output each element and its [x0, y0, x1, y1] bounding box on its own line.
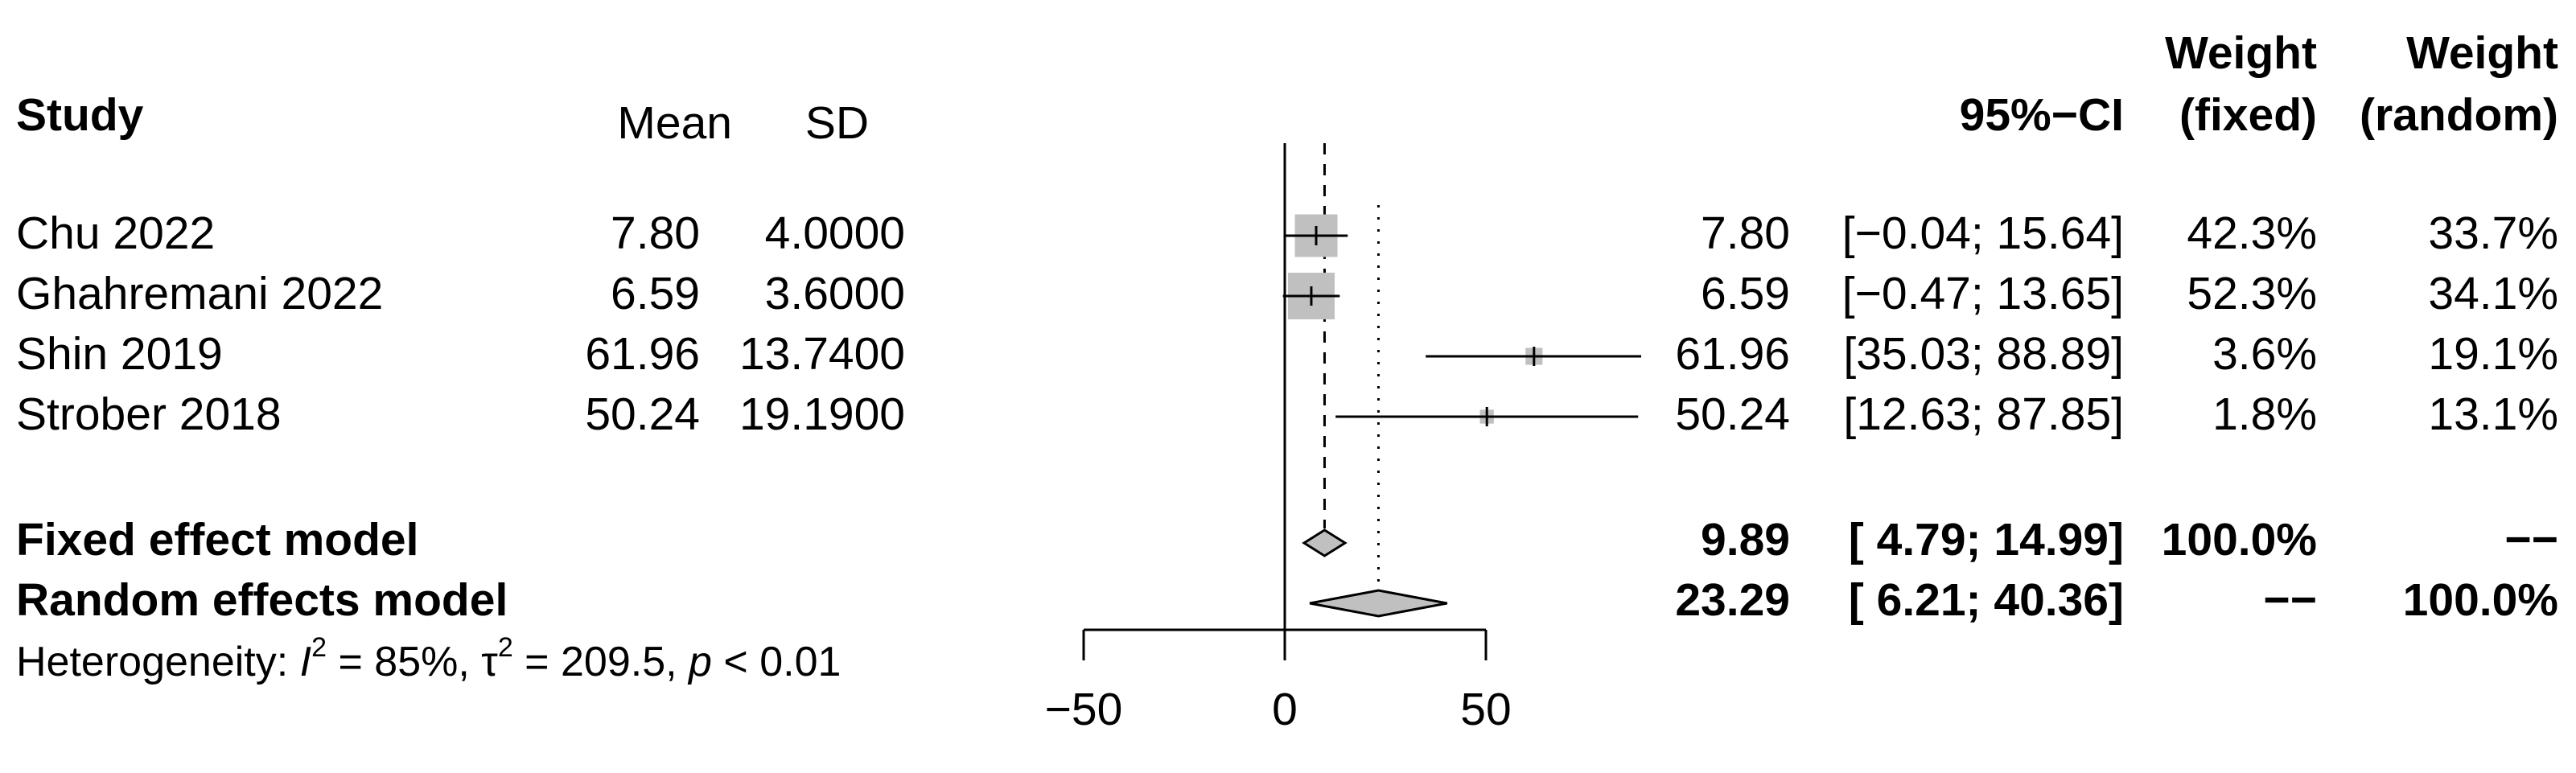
- x-tick-label: 0: [1272, 684, 1298, 735]
- tau-squared-symbol: τ: [481, 639, 498, 685]
- study-weight-fixed: 52.3%: [2187, 268, 2317, 319]
- header-ci: 95%−CI: [1959, 89, 2124, 141]
- tau-squared-exponent: 2: [497, 632, 513, 663]
- summary-weight-random: −−: [2504, 514, 2558, 565]
- header-study: Study: [16, 89, 144, 141]
- random-effects-row: Random effects model 23.29 [ 6.21; 40.36…: [0, 578, 2576, 634]
- study-mean: 7.80: [611, 208, 700, 259]
- study-row: Shin 2019 61.96 13.7400 61.96 [35.03; 88…: [0, 331, 2576, 388]
- summary-est: 9.89: [1701, 514, 1790, 565]
- heterogeneity-statistics: Heterogeneity: I2 = 85%, τ2 = 209.5, p <…: [16, 634, 842, 685]
- header-weight-random: Weight: [2406, 27, 2558, 79]
- summary-ci: [ 6.21; 40.36]: [1848, 574, 2124, 626]
- study-est: 61.96: [1675, 328, 1790, 380]
- study-name: Shin 2019: [16, 328, 223, 380]
- study-ci: [12.63; 87.85]: [1843, 389, 2124, 440]
- study-name: Strober 2018: [16, 389, 282, 440]
- study-ci: [−0.47; 13.65]: [1841, 268, 2124, 319]
- summary-weight-fixed: 100.0%: [2161, 514, 2317, 565]
- fixed-effect-row: Fixed effect model 9.89 [ 4.79; 14.99] 1…: [0, 517, 2576, 574]
- heterogeneity-prefix: Heterogeneity:: [16, 639, 300, 685]
- study-weight-random: 19.1%: [2428, 328, 2558, 380]
- study-ci: [35.03; 88.89]: [1843, 328, 2124, 380]
- study-sd: 3.6000: [764, 268, 905, 319]
- study-sd: 13.7400: [739, 328, 905, 380]
- i-squared-exponent: 2: [311, 632, 327, 663]
- study-weight-random: 34.1%: [2428, 268, 2558, 319]
- header-weight-fixed: Weight: [2165, 27, 2317, 79]
- study-est: 7.80: [1701, 208, 1790, 259]
- i-squared-value: = 85%,: [327, 639, 482, 685]
- x-tick-label: 50: [1460, 684, 1511, 735]
- summary-est: 23.29: [1675, 574, 1790, 626]
- forest-plot-marks: −50 0 50: [1045, 143, 1641, 735]
- study-weight-random: 33.7%: [2428, 208, 2558, 259]
- summary-weight-fixed: −−: [2263, 574, 2317, 626]
- study-name: Chu 2022: [16, 208, 216, 259]
- study-est: 6.59: [1701, 268, 1790, 319]
- fixed-effect-diamond: [1302, 528, 1348, 557]
- summary-name: Fixed effect model: [16, 514, 419, 565]
- header-weight-fixed-sub: (fixed): [2179, 89, 2317, 141]
- header-mean: Mean: [617, 97, 732, 149]
- i-squared-symbol: I: [299, 639, 312, 685]
- study-mean: 50.24: [585, 389, 700, 440]
- study-est: 50.24: [1675, 389, 1790, 440]
- p-value: < 0.01: [711, 639, 842, 685]
- header-sd: SD: [804, 97, 869, 149]
- study-mean: 61.96: [585, 328, 700, 380]
- p-value-symbol: p: [689, 639, 712, 685]
- tau-squared-value: = 209.5,: [512, 639, 689, 685]
- study-ci: [−0.04; 15.64]: [1841, 208, 2124, 259]
- summary-ci: [ 4.79; 14.99]: [1848, 514, 2124, 565]
- x-tick-label: −50: [1045, 684, 1123, 735]
- study-weight-fixed: 42.3%: [2187, 208, 2317, 259]
- study-row: Ghahremani 2022 6.59 3.6000 6.59 [−0.47;…: [0, 271, 2576, 327]
- summary-weight-random: 100.0%: [2402, 574, 2558, 626]
- study-row: Chu 2022 7.80 4.0000 7.80 [−0.04; 15.64]…: [0, 211, 2576, 267]
- study-weight-fixed: 1.8%: [2212, 389, 2317, 440]
- study-sd: 19.1900: [739, 389, 905, 440]
- study-weight-random: 13.1%: [2428, 389, 2558, 440]
- header-weight-random-sub: (random): [2360, 89, 2558, 141]
- study-sd: 4.0000: [764, 208, 905, 259]
- study-mean: 6.59: [611, 268, 700, 319]
- study-name: Ghahremani 2022: [16, 268, 384, 319]
- study-row: Strober 2018 50.24 19.1900 50.24 [12.63;…: [0, 392, 2576, 448]
- study-weight-fixed: 3.6%: [2212, 328, 2317, 380]
- summary-name: Random effects model: [16, 574, 508, 626]
- random-effects-diamond: [1309, 589, 1448, 618]
